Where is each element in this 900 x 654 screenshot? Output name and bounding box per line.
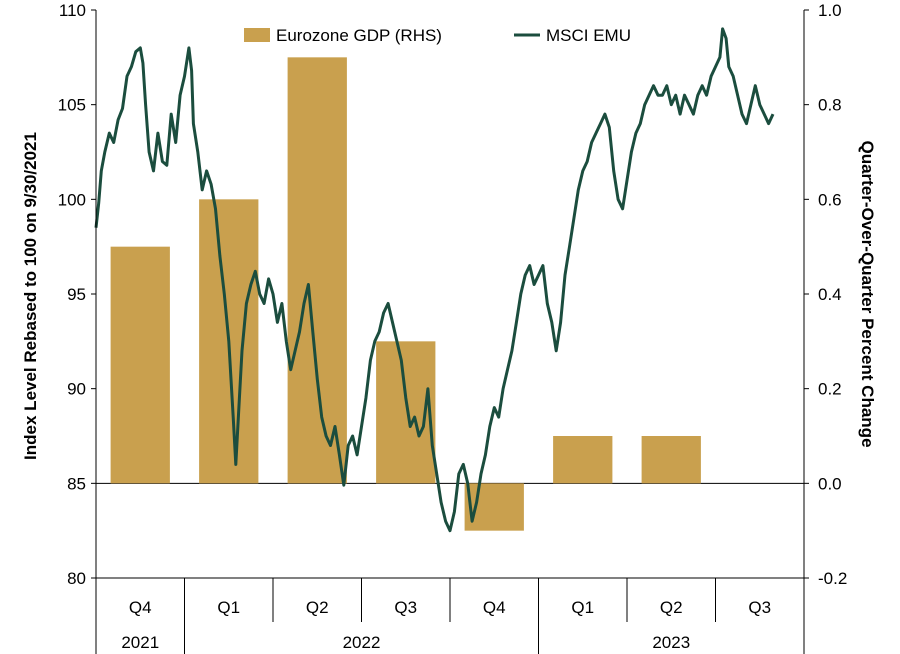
msci-emu-line (94, 27, 775, 533)
gdp-bar (553, 436, 613, 484)
x-axis-categories: Q4 Q1 Q2 Q3 Q4 Q1 Q2 Q3 2021 2022 2023 (95, 578, 805, 654)
legend-label-msci: MSCI EMU (546, 26, 631, 45)
right-tick-label: 0.4 (818, 285, 842, 304)
right-tick-label: 0.0 (818, 474, 842, 493)
right-tick-label: 0.2 (818, 380, 842, 399)
quarter-label: Q1 (571, 598, 594, 617)
quarter-label: Q3 (394, 598, 417, 617)
year-label: 2022 (343, 633, 381, 652)
left-tick-label: 110 (59, 1, 86, 20)
quarter-label: Q2 (306, 598, 329, 617)
right-tick-label: 0.8 (818, 96, 842, 115)
plot-area (94, 27, 804, 533)
year-label: 2021 (121, 633, 159, 652)
left-tick-label: 100 (58, 190, 86, 209)
gdp-bar (110, 246, 170, 484)
year-label: 2023 (652, 633, 690, 652)
gdp-bars (110, 57, 701, 531)
left-tick-label: 85 (67, 474, 86, 493)
quarter-label: Q3 (748, 598, 771, 617)
gdp-bar (641, 436, 701, 484)
left-axis-title: Index Level Rebased to 100 on 9/30/2021 (21, 132, 40, 460)
quarter-label: Q4 (483, 598, 506, 617)
right-tick-label: -0.2 (818, 569, 847, 588)
legend-swatch-gdp (244, 28, 270, 42)
quarter-label: Q1 (217, 598, 240, 617)
gdp-bar (464, 483, 524, 531)
right-tick-label: 1.0 (818, 1, 842, 20)
legend: Eurozone GDP (RHS) MSCI EMU (244, 26, 631, 45)
left-tick-label: 90 (67, 380, 86, 399)
quarter-label: Q2 (660, 598, 683, 617)
legend-label-gdp: Eurozone GDP (RHS) (276, 26, 442, 45)
right-axis-ticks: -0.2 0.0 0.2 0.4 0.6 0.8 1.0 (804, 1, 847, 588)
right-tick-label: 0.6 (818, 190, 842, 209)
left-tick-label: 95 (67, 285, 86, 304)
left-tick-label: 105 (58, 96, 86, 115)
left-tick-label: 80 (67, 569, 86, 588)
left-axis-ticks: 80 85 90 95 100 105 110 (58, 1, 96, 588)
quarter-label: Q4 (129, 598, 152, 617)
right-axis-title: Quarter-Over-Quarter Percent Change (858, 140, 877, 447)
gdp-bar (287, 57, 347, 484)
